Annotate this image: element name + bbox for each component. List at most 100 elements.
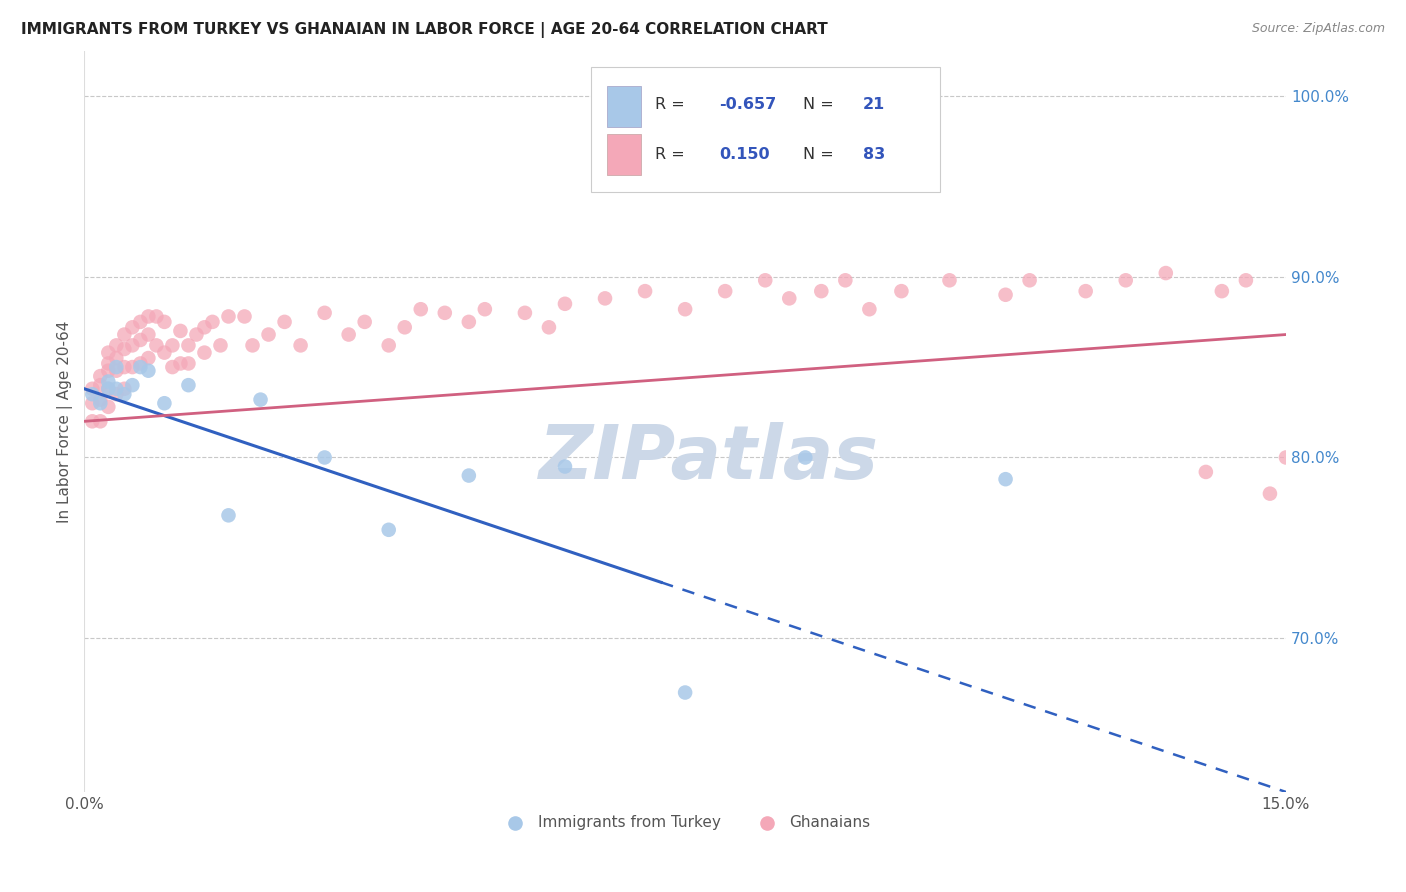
Point: [153, 315, 176, 329]
Point: [634, 284, 657, 298]
Point: [138, 351, 160, 365]
Text: 21: 21: [863, 97, 886, 112]
Point: [177, 356, 200, 370]
Point: [554, 459, 576, 474]
Point: [1115, 273, 1137, 287]
Point: [112, 382, 135, 396]
Y-axis label: In Labor Force | Age 20-64: In Labor Force | Age 20-64: [58, 320, 73, 523]
Point: [82, 396, 104, 410]
FancyBboxPatch shape: [592, 67, 939, 192]
Point: [233, 310, 256, 324]
Point: [673, 302, 696, 317]
Point: [1195, 465, 1218, 479]
Point: [218, 310, 240, 324]
Point: [145, 338, 167, 352]
Point: [1211, 284, 1233, 298]
Point: [1275, 450, 1298, 465]
Point: [162, 338, 184, 352]
Point: [193, 320, 215, 334]
Point: [938, 273, 960, 287]
Point: [994, 472, 1017, 486]
Point: [433, 306, 456, 320]
Point: [138, 364, 160, 378]
Point: [242, 338, 264, 352]
Point: [89, 392, 111, 407]
Text: R =: R =: [655, 147, 690, 162]
Point: [177, 378, 200, 392]
Text: -0.657: -0.657: [718, 97, 776, 112]
Point: [105, 338, 128, 352]
Point: [457, 315, 479, 329]
Text: R =: R =: [655, 97, 690, 112]
Point: [377, 338, 399, 352]
Point: [1018, 273, 1040, 287]
Point: [537, 320, 560, 334]
Point: [209, 338, 232, 352]
Point: [890, 284, 912, 298]
Point: [162, 360, 184, 375]
Point: [105, 382, 128, 396]
Point: [112, 387, 135, 401]
Point: [810, 284, 832, 298]
FancyBboxPatch shape: [607, 135, 641, 175]
Point: [153, 396, 176, 410]
Point: [314, 450, 336, 465]
Point: [314, 306, 336, 320]
Point: [186, 327, 208, 342]
Point: [105, 360, 128, 375]
Point: [169, 356, 191, 370]
Point: [290, 338, 312, 352]
Point: [1074, 284, 1097, 298]
Point: [169, 324, 191, 338]
Point: [394, 320, 416, 334]
Point: [513, 306, 536, 320]
Point: [858, 302, 880, 317]
Point: [337, 327, 360, 342]
Text: N =: N =: [803, 147, 839, 162]
Point: [138, 327, 160, 342]
Point: [89, 369, 111, 384]
Point: [593, 292, 616, 306]
Point: [112, 342, 135, 356]
Point: [409, 302, 432, 317]
Point: [129, 356, 152, 370]
Point: [257, 327, 280, 342]
Text: Source: ZipAtlas.com: Source: ZipAtlas.com: [1251, 22, 1385, 36]
Point: [794, 450, 817, 465]
Point: [97, 345, 120, 359]
Point: [129, 360, 152, 375]
Point: [994, 287, 1017, 301]
Point: [82, 382, 104, 396]
Point: [554, 297, 576, 311]
Point: [673, 685, 696, 699]
Point: [97, 400, 120, 414]
Text: ZIPatlas: ZIPatlas: [538, 422, 879, 495]
Point: [112, 327, 135, 342]
Point: [121, 338, 143, 352]
Point: [105, 387, 128, 401]
Point: [1234, 273, 1257, 287]
Point: [474, 302, 496, 317]
Point: [138, 310, 160, 324]
Point: [273, 315, 295, 329]
Point: [353, 315, 375, 329]
Point: [82, 387, 104, 401]
Point: [218, 508, 240, 523]
Point: [153, 345, 176, 359]
Legend: Immigrants from Turkey, Ghanaians: Immigrants from Turkey, Ghanaians: [494, 809, 877, 836]
Point: [377, 523, 399, 537]
Point: [97, 382, 120, 396]
Point: [129, 333, 152, 347]
Point: [121, 360, 143, 375]
Point: [145, 310, 167, 324]
Point: [754, 273, 776, 287]
Point: [1258, 486, 1281, 500]
Point: [201, 315, 224, 329]
Point: [778, 292, 800, 306]
Point: [105, 351, 128, 365]
Point: [193, 345, 215, 359]
Point: [714, 284, 737, 298]
Point: [89, 396, 111, 410]
Point: [834, 273, 856, 287]
FancyBboxPatch shape: [607, 87, 641, 127]
